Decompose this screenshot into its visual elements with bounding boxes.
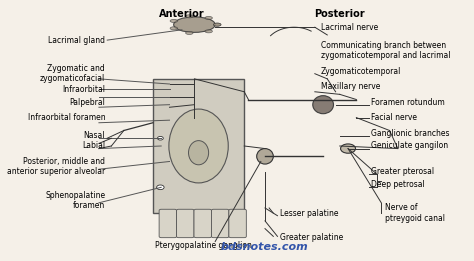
Text: Lacrimal nerve: Lacrimal nerve xyxy=(321,23,378,32)
Text: Geniculate gangilon: Geniculate gangilon xyxy=(371,141,448,151)
Text: Sphenopalatine: Sphenopalatine xyxy=(45,191,105,200)
Text: Infraorbital: Infraorbital xyxy=(62,85,105,94)
FancyBboxPatch shape xyxy=(176,209,194,238)
FancyBboxPatch shape xyxy=(153,79,244,213)
Text: Foramen rotundum: Foramen rotundum xyxy=(371,98,445,106)
Text: Maxillary nerve: Maxillary nerve xyxy=(321,82,381,91)
Ellipse shape xyxy=(169,109,228,183)
Text: Nasal: Nasal xyxy=(83,131,105,140)
Ellipse shape xyxy=(170,19,178,22)
Text: zygomaticofacial: zygomaticofacial xyxy=(40,74,105,83)
Ellipse shape xyxy=(186,15,193,18)
Circle shape xyxy=(341,144,356,153)
Text: Ganglionic branches: Ganglionic branches xyxy=(371,129,449,138)
Ellipse shape xyxy=(173,17,215,32)
Circle shape xyxy=(156,185,164,190)
Ellipse shape xyxy=(257,149,273,164)
Ellipse shape xyxy=(213,23,221,26)
Text: Labial: Labial xyxy=(82,141,105,151)
Text: Nerve of: Nerve of xyxy=(385,204,418,212)
Text: Infraorbital foramen: Infraorbital foramen xyxy=(27,113,105,122)
Ellipse shape xyxy=(205,16,212,20)
Text: foramen: foramen xyxy=(73,201,105,210)
FancyBboxPatch shape xyxy=(211,209,229,238)
Ellipse shape xyxy=(313,96,334,114)
Text: Deep petrosal: Deep petrosal xyxy=(371,180,425,189)
Text: Zygomatic and: Zygomatic and xyxy=(47,64,105,73)
Text: Greater palatine: Greater palatine xyxy=(280,233,343,242)
Ellipse shape xyxy=(213,23,221,26)
FancyBboxPatch shape xyxy=(194,209,211,238)
Text: Lesser palatine: Lesser palatine xyxy=(280,209,338,218)
Text: Facial nerve: Facial nerve xyxy=(371,113,417,122)
Text: Posterior, middle and: Posterior, middle and xyxy=(23,157,105,166)
FancyBboxPatch shape xyxy=(159,209,176,238)
Ellipse shape xyxy=(170,27,178,30)
Text: bdsnotes.com: bdsnotes.com xyxy=(221,242,309,252)
Ellipse shape xyxy=(205,30,212,33)
Text: Palpebral: Palpebral xyxy=(69,98,105,106)
Text: Communicating branch between: Communicating branch between xyxy=(321,41,446,50)
Text: Lacrimal gland: Lacrimal gland xyxy=(48,35,105,45)
Text: Anterior: Anterior xyxy=(159,9,205,19)
Text: anterior superior alveolar: anterior superior alveolar xyxy=(7,167,105,176)
Text: Greater pterosal: Greater pterosal xyxy=(371,167,434,176)
Text: zygomaticotemporal and lacrimal: zygomaticotemporal and lacrimal xyxy=(321,51,451,60)
Circle shape xyxy=(157,137,163,140)
Ellipse shape xyxy=(186,31,193,34)
Text: Pterygopalatine ganglion: Pterygopalatine ganglion xyxy=(155,241,252,250)
FancyBboxPatch shape xyxy=(229,209,246,238)
Ellipse shape xyxy=(189,141,209,165)
Text: Posterior: Posterior xyxy=(314,9,365,19)
Text: ptreygoid canal: ptreygoid canal xyxy=(385,214,446,223)
Text: Zygomaticotemporal: Zygomaticotemporal xyxy=(321,67,401,76)
